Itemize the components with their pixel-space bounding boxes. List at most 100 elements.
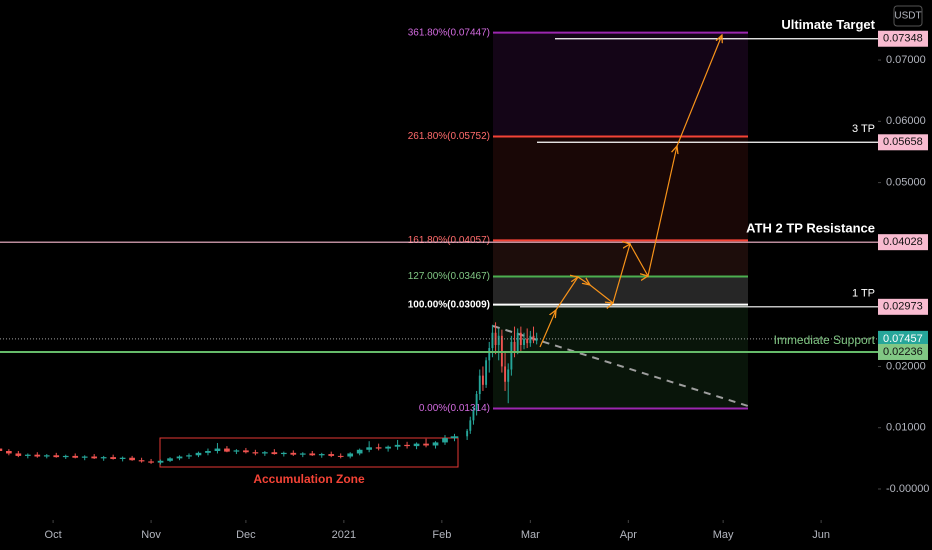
target-label: 0.05658 xyxy=(883,136,923,148)
candle-body xyxy=(526,338,529,344)
candle-body xyxy=(535,338,538,341)
currency-box xyxy=(893,5,923,27)
projection-path xyxy=(539,35,722,348)
candle-body xyxy=(337,455,344,457)
fib-zone xyxy=(493,240,748,277)
fib-label: 100.00%(0.03009) xyxy=(408,299,490,310)
candle-body xyxy=(485,360,488,385)
x-tick-label: 2021 xyxy=(332,529,356,541)
candle-body xyxy=(224,448,230,452)
candle-body xyxy=(504,366,507,382)
target-tag xyxy=(878,234,928,251)
candle-body xyxy=(375,447,382,449)
candle-body xyxy=(262,452,268,454)
candle-body xyxy=(404,444,410,447)
candle-body xyxy=(529,335,532,344)
target-label: 0.04028 xyxy=(883,236,923,248)
y-tick-label: 0.07000 xyxy=(886,54,926,66)
y-tick-label: 0.06000 xyxy=(886,115,926,127)
candle-body xyxy=(233,450,240,452)
target-name: ATH 2 TP Resistance xyxy=(746,221,875,236)
target-name: Ultimate Target xyxy=(781,17,875,32)
fib-label: 161.80%(0.04057) xyxy=(408,235,490,246)
x-tick-label: Nov xyxy=(141,529,161,541)
trend-line xyxy=(492,325,749,407)
candle-body xyxy=(24,454,31,456)
candle-body xyxy=(413,443,420,447)
candle-body xyxy=(176,456,183,459)
x-tick-label: May xyxy=(713,529,734,541)
fib-label: 261.80%(0.05752) xyxy=(408,131,490,142)
candle-body xyxy=(532,335,535,341)
x-tick-label: Mar xyxy=(521,529,540,541)
candle-body xyxy=(290,452,297,455)
target-tag xyxy=(878,30,928,47)
fib-label: 361.80%(0.07447) xyxy=(408,27,490,38)
candle-body xyxy=(138,460,145,462)
x-tick-label: Jun xyxy=(812,529,830,541)
candle-body xyxy=(497,335,500,345)
candle-body xyxy=(510,341,513,370)
fib-zone xyxy=(493,32,748,137)
y-tick-label: 0.01000 xyxy=(886,422,926,434)
candle-body xyxy=(481,375,484,385)
candle-body xyxy=(129,457,135,461)
candle-body xyxy=(15,453,22,456)
candle-body xyxy=(91,456,98,459)
plot: Oct Nov Dec 2021 Feb Mar Apr May Jun 0.07000 0.060… xyxy=(0,17,929,541)
zone-label: Accumulation Zone xyxy=(253,472,365,486)
candle-body xyxy=(356,449,363,454)
support-label: 0.02236 xyxy=(883,346,923,358)
candle-body xyxy=(516,332,519,352)
candle-body xyxy=(205,451,211,453)
candle-body xyxy=(507,369,510,382)
target-name: 1 TP xyxy=(852,288,875,300)
x-tick-label: Feb xyxy=(432,529,451,541)
target-name: 3 TP xyxy=(852,123,875,135)
candle-body xyxy=(195,452,202,456)
target-label: 0.02973 xyxy=(883,301,923,313)
x-tick-label: Oct xyxy=(45,529,62,541)
candle-body xyxy=(167,458,173,461)
candle-body xyxy=(119,457,126,459)
fib-label: 127.00%(0.03467) xyxy=(408,271,490,282)
candle-body xyxy=(472,410,475,421)
candle-body xyxy=(442,438,448,443)
candle-body xyxy=(523,338,525,345)
candle-body xyxy=(519,332,522,345)
x-tick-label: Apr xyxy=(620,529,637,541)
candle-body xyxy=(466,430,469,437)
candle-body xyxy=(186,455,192,457)
candle-body xyxy=(43,455,50,457)
candle-body xyxy=(309,453,316,456)
candle-body xyxy=(366,447,372,450)
candle-body xyxy=(214,448,221,452)
candle-body xyxy=(347,453,354,457)
support-tag xyxy=(878,343,928,360)
candle-body xyxy=(100,457,107,459)
candle-body xyxy=(34,454,41,457)
y-tick-label: 0.05000 xyxy=(886,177,926,189)
candle-body xyxy=(110,457,116,459)
candle-body xyxy=(450,436,459,439)
candle-body xyxy=(62,455,69,458)
target-tag xyxy=(878,298,928,315)
candle-body xyxy=(53,455,60,458)
accumulation-box xyxy=(159,437,459,468)
x-tick-label: Dec xyxy=(236,529,256,541)
support-name: Immediate Support xyxy=(774,333,876,347)
target-label: 0.07348 xyxy=(883,33,923,45)
candle-body xyxy=(328,454,335,456)
candle-body xyxy=(491,332,494,349)
currency: USDT xyxy=(894,11,921,22)
candle-body xyxy=(81,456,88,458)
fib-zone xyxy=(493,136,748,241)
candle-body xyxy=(0,448,3,452)
candle-body xyxy=(475,394,478,411)
y-tick-label: 0.02000 xyxy=(886,360,926,372)
candle-body xyxy=(469,420,472,431)
candle-body xyxy=(488,348,491,361)
candle-body xyxy=(271,452,278,455)
